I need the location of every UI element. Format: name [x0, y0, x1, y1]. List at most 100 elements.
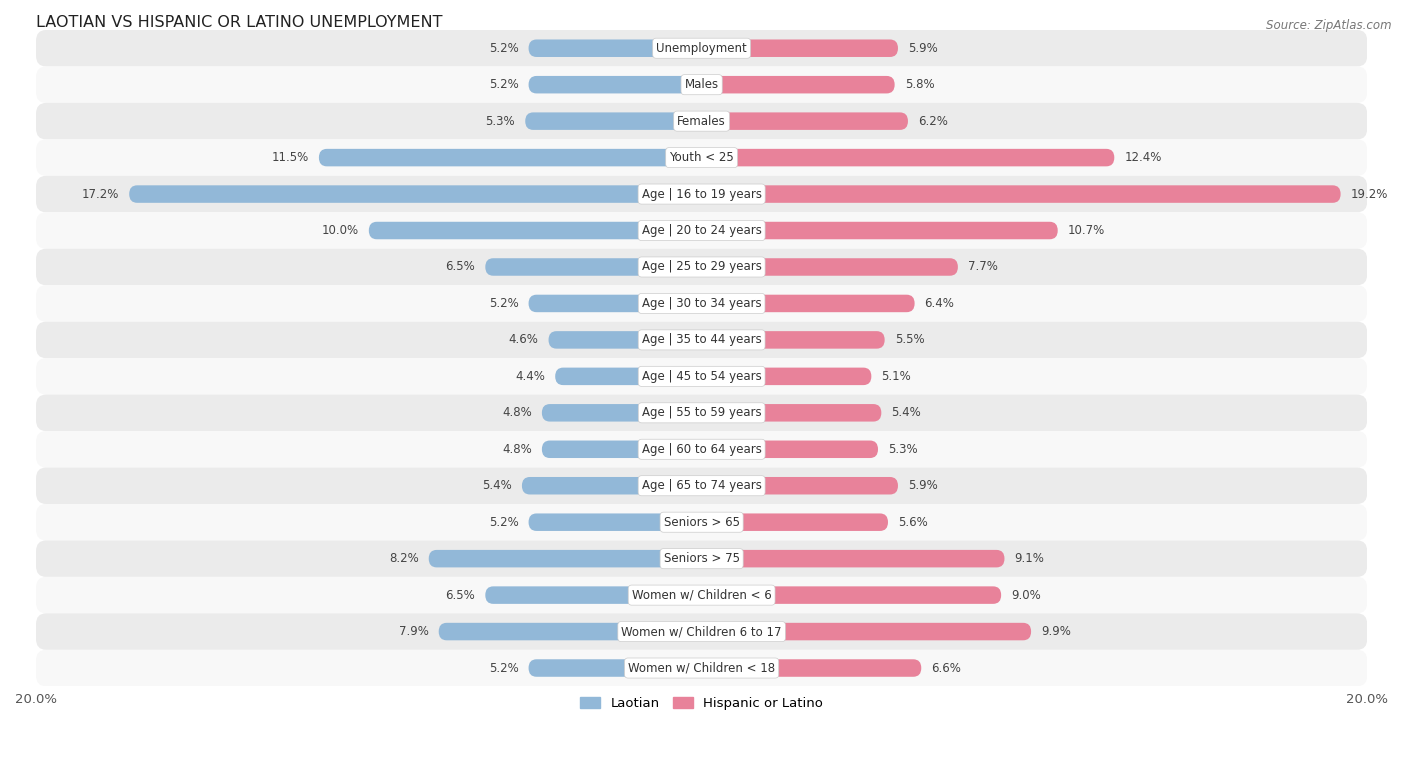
FancyBboxPatch shape	[702, 623, 1031, 640]
Text: Age | 25 to 29 years: Age | 25 to 29 years	[641, 260, 762, 273]
Text: 5.2%: 5.2%	[489, 662, 519, 674]
FancyBboxPatch shape	[37, 394, 1367, 431]
Text: 7.7%: 7.7%	[967, 260, 998, 273]
Text: Age | 16 to 19 years: Age | 16 to 19 years	[641, 188, 762, 201]
FancyBboxPatch shape	[37, 504, 1367, 540]
Text: 4.4%: 4.4%	[516, 370, 546, 383]
Text: Age | 60 to 64 years: Age | 60 to 64 years	[641, 443, 762, 456]
Text: Age | 45 to 54 years: Age | 45 to 54 years	[641, 370, 762, 383]
Text: Source: ZipAtlas.com: Source: ZipAtlas.com	[1267, 19, 1392, 32]
FancyBboxPatch shape	[37, 30, 1367, 67]
Text: 5.2%: 5.2%	[489, 516, 519, 528]
FancyBboxPatch shape	[368, 222, 702, 239]
FancyBboxPatch shape	[37, 139, 1367, 176]
Text: 5.2%: 5.2%	[489, 78, 519, 91]
Text: Age | 20 to 24 years: Age | 20 to 24 years	[641, 224, 762, 237]
Text: Females: Females	[678, 114, 725, 128]
Text: 10.0%: 10.0%	[322, 224, 359, 237]
Legend: Laotian, Hispanic or Latino: Laotian, Hispanic or Latino	[575, 692, 828, 716]
Text: Males: Males	[685, 78, 718, 91]
Text: 4.8%: 4.8%	[502, 407, 531, 419]
FancyBboxPatch shape	[37, 468, 1367, 504]
FancyBboxPatch shape	[702, 222, 1057, 239]
Text: LAOTIAN VS HISPANIC OR LATINO UNEMPLOYMENT: LAOTIAN VS HISPANIC OR LATINO UNEMPLOYME…	[37, 15, 443, 30]
FancyBboxPatch shape	[702, 39, 898, 57]
Text: Age | 35 to 44 years: Age | 35 to 44 years	[641, 333, 762, 347]
FancyBboxPatch shape	[439, 623, 702, 640]
FancyBboxPatch shape	[129, 185, 702, 203]
Text: 6.2%: 6.2%	[918, 114, 948, 128]
Text: 5.9%: 5.9%	[908, 479, 938, 492]
FancyBboxPatch shape	[702, 294, 915, 312]
Text: 5.2%: 5.2%	[489, 42, 519, 55]
Text: 5.9%: 5.9%	[908, 42, 938, 55]
FancyBboxPatch shape	[702, 659, 921, 677]
Text: Youth < 25: Youth < 25	[669, 151, 734, 164]
FancyBboxPatch shape	[702, 185, 1340, 203]
FancyBboxPatch shape	[702, 112, 908, 130]
Text: 19.2%: 19.2%	[1351, 188, 1388, 201]
Text: 12.4%: 12.4%	[1125, 151, 1161, 164]
Text: 7.9%: 7.9%	[399, 625, 429, 638]
FancyBboxPatch shape	[37, 67, 1367, 103]
FancyBboxPatch shape	[37, 103, 1367, 139]
Text: Women w/ Children < 6: Women w/ Children < 6	[631, 589, 772, 602]
FancyBboxPatch shape	[702, 477, 898, 494]
FancyBboxPatch shape	[529, 513, 702, 531]
FancyBboxPatch shape	[485, 258, 702, 276]
Text: 5.3%: 5.3%	[485, 114, 515, 128]
Text: 6.5%: 6.5%	[446, 589, 475, 602]
FancyBboxPatch shape	[529, 659, 702, 677]
FancyBboxPatch shape	[702, 76, 894, 93]
Text: Age | 30 to 34 years: Age | 30 to 34 years	[641, 297, 762, 310]
FancyBboxPatch shape	[37, 285, 1367, 322]
FancyBboxPatch shape	[555, 368, 702, 385]
Text: 4.6%: 4.6%	[509, 333, 538, 347]
FancyBboxPatch shape	[429, 550, 702, 568]
Text: 9.0%: 9.0%	[1011, 589, 1040, 602]
Text: 5.6%: 5.6%	[898, 516, 928, 528]
FancyBboxPatch shape	[37, 577, 1367, 613]
Text: Seniors > 75: Seniors > 75	[664, 552, 740, 565]
FancyBboxPatch shape	[702, 404, 882, 422]
FancyBboxPatch shape	[319, 149, 702, 167]
Text: 5.8%: 5.8%	[904, 78, 934, 91]
Text: 17.2%: 17.2%	[82, 188, 120, 201]
FancyBboxPatch shape	[702, 368, 872, 385]
FancyBboxPatch shape	[37, 322, 1367, 358]
FancyBboxPatch shape	[541, 441, 702, 458]
FancyBboxPatch shape	[702, 587, 1001, 604]
FancyBboxPatch shape	[37, 613, 1367, 650]
FancyBboxPatch shape	[37, 212, 1367, 249]
Text: 5.4%: 5.4%	[482, 479, 512, 492]
FancyBboxPatch shape	[37, 650, 1367, 687]
FancyBboxPatch shape	[702, 513, 889, 531]
FancyBboxPatch shape	[529, 76, 702, 93]
Text: 5.1%: 5.1%	[882, 370, 911, 383]
FancyBboxPatch shape	[702, 550, 1004, 568]
Text: 4.8%: 4.8%	[502, 443, 531, 456]
Text: Women w/ Children 6 to 17: Women w/ Children 6 to 17	[621, 625, 782, 638]
FancyBboxPatch shape	[37, 540, 1367, 577]
Text: 5.3%: 5.3%	[889, 443, 918, 456]
FancyBboxPatch shape	[485, 587, 702, 604]
FancyBboxPatch shape	[541, 404, 702, 422]
FancyBboxPatch shape	[702, 258, 957, 276]
Text: 9.9%: 9.9%	[1040, 625, 1071, 638]
Text: 9.1%: 9.1%	[1015, 552, 1045, 565]
FancyBboxPatch shape	[522, 477, 702, 494]
Text: Age | 55 to 59 years: Age | 55 to 59 years	[641, 407, 762, 419]
FancyBboxPatch shape	[529, 39, 702, 57]
FancyBboxPatch shape	[37, 431, 1367, 468]
Text: 11.5%: 11.5%	[271, 151, 309, 164]
FancyBboxPatch shape	[37, 176, 1367, 212]
Text: 5.2%: 5.2%	[489, 297, 519, 310]
Text: Seniors > 65: Seniors > 65	[664, 516, 740, 528]
Text: Women w/ Children < 18: Women w/ Children < 18	[628, 662, 775, 674]
FancyBboxPatch shape	[702, 441, 877, 458]
FancyBboxPatch shape	[37, 249, 1367, 285]
FancyBboxPatch shape	[548, 331, 702, 349]
FancyBboxPatch shape	[702, 149, 1115, 167]
FancyBboxPatch shape	[526, 112, 702, 130]
Text: 6.6%: 6.6%	[931, 662, 962, 674]
